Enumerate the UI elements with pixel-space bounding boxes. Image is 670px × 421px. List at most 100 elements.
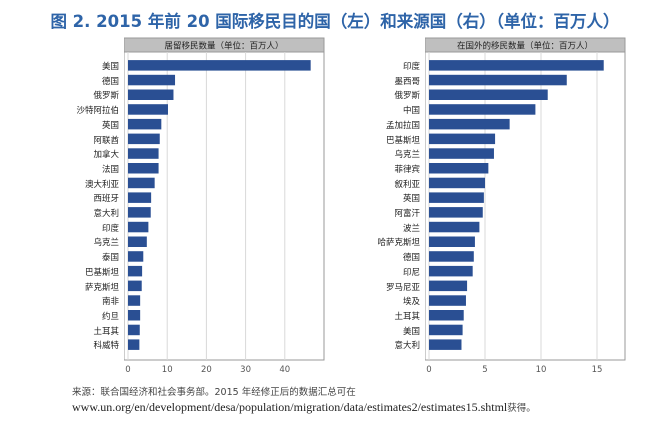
destination-bar bbox=[128, 133, 160, 145]
origin-category-label: 英国 bbox=[402, 194, 420, 205]
origin-category-label: 巴基斯坦 bbox=[385, 135, 420, 146]
origin-category-label: 孟加拉国 bbox=[385, 120, 420, 131]
origin-x-tick-label: 0 bbox=[426, 365, 431, 375]
destination-category-label: 南非 bbox=[101, 297, 119, 308]
destination-category-label: 科威特 bbox=[93, 341, 119, 352]
destination-x-tick-label: 20 bbox=[201, 365, 212, 375]
origin-chart-title: 在国外的移民数量（单位：百万人） bbox=[457, 41, 593, 52]
destination-category-label: 泰国 bbox=[101, 253, 119, 264]
origin-bar bbox=[429, 60, 604, 71]
destination-x-tick-label: 40 bbox=[279, 365, 290, 375]
origin-category-label: 阿富汗 bbox=[394, 209, 420, 219]
destination-category-label: 俄罗斯 bbox=[93, 91, 119, 102]
destination-category-label: 乌克兰 bbox=[93, 238, 119, 249]
origin-bar bbox=[429, 324, 463, 336]
destination-bar bbox=[128, 163, 159, 174]
origin-category-label: 意大利 bbox=[394, 341, 420, 352]
origin-bar bbox=[429, 295, 466, 306]
destination-x-tick-label: 30 bbox=[240, 365, 251, 375]
destination-category-label: 印度 bbox=[101, 223, 119, 234]
origin-bar bbox=[429, 265, 473, 277]
origin-bar bbox=[429, 133, 496, 145]
origin-x-tick-label: 10 bbox=[536, 365, 547, 375]
origin-category-label: 印度 bbox=[402, 62, 420, 72]
origin-category-label: 罗马尼亚 bbox=[385, 282, 420, 293]
destination-x-tick-label: 10 bbox=[162, 365, 173, 375]
destination-bar bbox=[128, 104, 168, 115]
origin-bar bbox=[429, 177, 485, 189]
source-suffix: 获得。 bbox=[507, 403, 536, 414]
destination-bar bbox=[128, 118, 162, 130]
origin-category-label: 德国 bbox=[402, 253, 420, 264]
origin-bar bbox=[429, 280, 468, 292]
origin-category-label: 美国 bbox=[402, 326, 420, 337]
destination-category-label: 土耳其 bbox=[93, 326, 119, 337]
origin-bar bbox=[429, 251, 474, 262]
origin-category-label: 俄罗斯 bbox=[394, 91, 420, 102]
origin-category-label: 菲律宾 bbox=[394, 164, 420, 175]
origin-x-tick-label: 5 bbox=[482, 365, 487, 375]
destination-category-label: 美国 bbox=[101, 62, 119, 72]
destination-category-label: 法国 bbox=[101, 164, 119, 175]
origin-bar bbox=[429, 163, 489, 174]
figure-title: 图 2. 2015 年前 20 国际移民目的国（左）和来源国（右）（单位：百万人… bbox=[50, 12, 620, 31]
origin-bar bbox=[429, 221, 480, 233]
origin-bar bbox=[429, 207, 483, 218]
origin-category-label: 墨西哥 bbox=[394, 76, 420, 87]
destination-bar bbox=[128, 207, 151, 218]
destination-bar bbox=[128, 148, 159, 159]
destination-bar bbox=[128, 74, 176, 86]
destination-bar bbox=[128, 265, 143, 277]
origin-category-label: 乌克兰 bbox=[394, 150, 420, 161]
origin-bar bbox=[429, 118, 510, 130]
origin-bar bbox=[429, 192, 484, 203]
destination-bar bbox=[128, 280, 142, 292]
origin-category-label: 埃及 bbox=[402, 297, 420, 308]
origin-category-label: 波兰 bbox=[402, 223, 420, 234]
destination-category-label: 西班牙 bbox=[93, 194, 119, 205]
destination-bar bbox=[128, 324, 140, 336]
destination-category-label: 约旦 bbox=[101, 311, 119, 322]
origin-category-label: 土耳其 bbox=[394, 311, 420, 322]
origin-bar bbox=[429, 74, 567, 86]
destination-countries-chart: 居留移民数量（单位：百万人） 0 10 20 30 40 bbox=[124, 37, 325, 375]
destination-chart-title: 居留移民数量（单位：百万人） bbox=[164, 41, 283, 52]
source-note: 来源：联合国经济和社会事务部。2015 年经修正后的数据汇总可在 bbox=[72, 387, 356, 398]
source-url[interactable]: www.un.org/en/development/desa/populatio… bbox=[72, 400, 508, 414]
destination-bar bbox=[128, 221, 149, 233]
source-url-line: www.un.org/en/development/desa/populatio… bbox=[72, 400, 536, 415]
destination-category-label: 加拿大 bbox=[93, 150, 119, 161]
destination-bar bbox=[128, 60, 311, 71]
destination-category-label: 德国 bbox=[101, 76, 119, 87]
destination-x-tick-label: 0 bbox=[125, 365, 130, 375]
destination-header bbox=[124, 37, 325, 53]
destination-category-label: 巴基斯坦 bbox=[84, 267, 119, 278]
origin-category-label: 叙利亚 bbox=[394, 179, 420, 190]
destination-bar bbox=[128, 310, 141, 321]
destination-bar bbox=[128, 192, 152, 203]
origin-bar bbox=[429, 104, 536, 115]
destination-bar bbox=[128, 89, 174, 100]
origin-category-label: 中国 bbox=[402, 106, 420, 117]
destination-category-label: 意大利 bbox=[93, 209, 119, 219]
destination-bar bbox=[128, 339, 140, 350]
destination-bar bbox=[128, 251, 144, 262]
origin-category-label: 印尼 bbox=[402, 267, 420, 278]
origin-x-tick-label: 15 bbox=[592, 365, 603, 375]
origin-category-label: 哈萨克斯坦 bbox=[377, 238, 420, 249]
origin-bar bbox=[429, 339, 462, 350]
destination-bar bbox=[128, 295, 141, 306]
origin-bar bbox=[429, 310, 464, 321]
destination-bar bbox=[128, 236, 147, 247]
destination-category-label: 萨克斯坦 bbox=[84, 282, 119, 293]
destination-category-label: 英国 bbox=[101, 120, 119, 131]
destination-category-label: 阿联酋 bbox=[93, 135, 119, 146]
destination-category-label: 澳大利亚 bbox=[84, 179, 119, 190]
origin-bar bbox=[429, 148, 494, 159]
origin-countries-chart: 在国外的移民数量（单位：百万人） 0 5 10 15 bbox=[425, 37, 626, 375]
origin-bar bbox=[429, 236, 475, 247]
destination-category-label: 沙特阿拉伯 bbox=[76, 106, 119, 117]
origin-header bbox=[425, 37, 626, 53]
origin-bar bbox=[429, 89, 548, 100]
destination-bar bbox=[128, 177, 155, 189]
